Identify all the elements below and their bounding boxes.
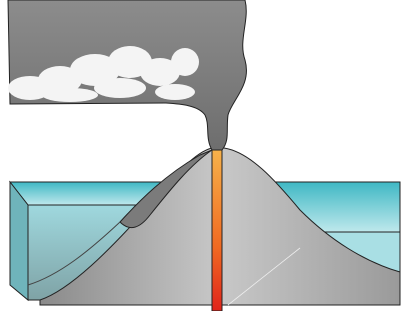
lava-conduit — [212, 150, 222, 311]
volcano-illustration — [0, 0, 401, 311]
